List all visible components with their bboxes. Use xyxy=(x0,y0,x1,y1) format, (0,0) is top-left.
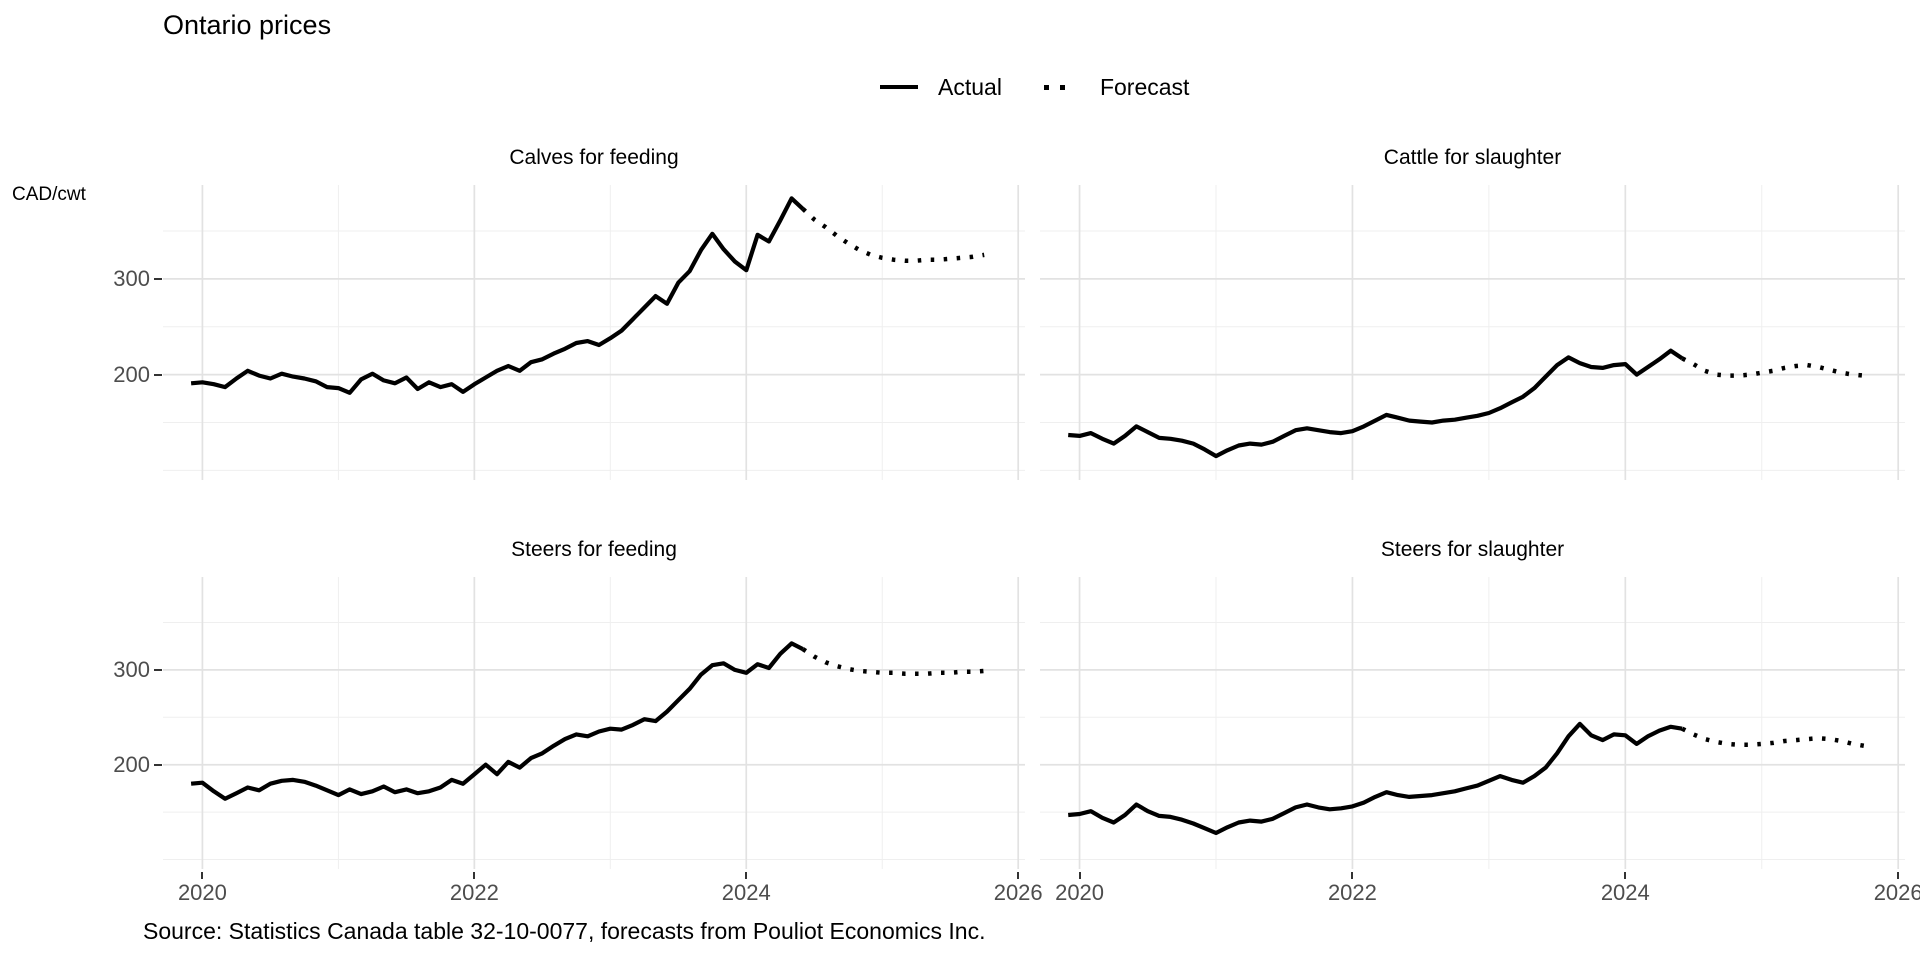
legend-solid-line-icon xyxy=(880,84,918,90)
panel-title: Cattle for slaughter xyxy=(1383,146,1562,169)
x-tick-label: 2020 xyxy=(1055,880,1105,905)
panel-plot xyxy=(163,185,1025,480)
panel-cattle-for-slaughter: Cattle for slaughter xyxy=(1040,146,1905,480)
y-axis-tick xyxy=(154,373,162,376)
forecast-line xyxy=(801,207,985,263)
chart-title: Ontario prices xyxy=(163,10,332,40)
panel-steers-for-feeding: Steers for feeding xyxy=(163,538,1025,869)
actual-line xyxy=(190,196,805,395)
panel-title: Steers for feeding xyxy=(511,538,677,561)
x-axis-tick xyxy=(1017,872,1020,879)
y-axis-tick xyxy=(154,668,162,671)
panel-plot xyxy=(1040,577,1905,869)
legend-dotted-line-icon xyxy=(1036,84,1074,90)
y-axis-tick xyxy=(154,277,162,280)
x-tick-label: 2024 xyxy=(1600,880,1650,905)
x-axis-tick xyxy=(201,872,204,879)
panel-plot xyxy=(163,577,1025,869)
x-tick-label: 2026 xyxy=(1873,880,1920,905)
x-axis-tick xyxy=(1351,872,1354,879)
x-tick-label: 2026 xyxy=(993,880,1043,905)
legend-actual-label: Actual xyxy=(938,74,1002,100)
forecast-line xyxy=(1681,726,1865,749)
panel-calves-for-feeding: Calves for feeding xyxy=(163,146,1025,480)
y-tick-label: 200 xyxy=(113,751,150,777)
y-tick-label: 300 xyxy=(113,656,150,682)
x-tick-label: 2022 xyxy=(449,880,499,905)
actual-line xyxy=(1068,721,1683,836)
x-axis-tick xyxy=(1897,872,1900,879)
x-tick-label: 2022 xyxy=(1327,880,1377,905)
panel-plot xyxy=(1040,185,1905,480)
x-axis-tick xyxy=(1078,872,1081,879)
y-tick-label: 300 xyxy=(113,265,150,291)
actual-line xyxy=(1068,348,1684,459)
source-caption: Source: Statistics Canada table 32-10-00… xyxy=(143,918,986,944)
y-tick-label: 200 xyxy=(113,361,150,387)
x-axis-tick xyxy=(473,872,476,879)
forecast-line xyxy=(801,647,985,676)
panel-title: Steers for slaughter xyxy=(1380,538,1565,561)
panel-steers-for-slaughter: Steers for slaughter xyxy=(1040,538,1905,869)
x-axis-tick xyxy=(745,872,748,879)
actual-line xyxy=(190,641,804,801)
panel-title: Calves for feeding xyxy=(509,146,679,169)
y-axis-tick xyxy=(154,763,162,766)
y-axis-title: CAD/cwt xyxy=(12,184,86,205)
x-tick-label: 2020 xyxy=(177,880,227,905)
legend: Actual Forecast xyxy=(880,72,1189,102)
legend-forecast-label: Forecast xyxy=(1099,74,1190,100)
forecast-line xyxy=(1681,356,1865,378)
x-axis-tick xyxy=(1624,872,1627,879)
x-tick-label: 2024 xyxy=(721,880,771,905)
